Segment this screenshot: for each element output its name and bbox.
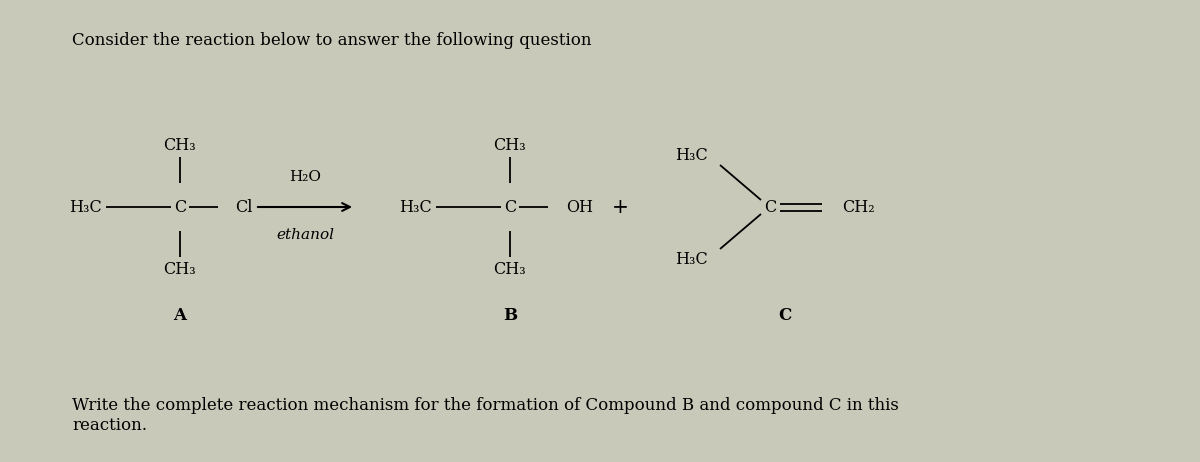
Text: A: A (174, 306, 186, 323)
Text: CH₃: CH₃ (163, 261, 197, 278)
Text: B: B (503, 306, 517, 323)
Text: H₃C: H₃C (676, 146, 708, 164)
Text: Consider the reaction below to answer the following question: Consider the reaction below to answer th… (72, 32, 592, 49)
Text: Write the complete reaction mechanism for the formation of Compound B and compou: Write the complete reaction mechanism fo… (72, 397, 899, 434)
Text: CH₂: CH₂ (842, 199, 875, 215)
Text: +: + (612, 197, 629, 217)
Text: ethanol: ethanol (276, 228, 334, 242)
Text: H₃C: H₃C (676, 250, 708, 267)
Text: C: C (504, 199, 516, 215)
Text: H₃C: H₃C (70, 199, 102, 215)
Text: H₂O: H₂O (289, 170, 322, 184)
Text: C: C (174, 199, 186, 215)
Text: H₃C: H₃C (400, 199, 432, 215)
Text: CH₃: CH₃ (493, 136, 527, 153)
Text: Cl: Cl (235, 199, 252, 215)
Text: C: C (779, 306, 792, 323)
Text: OH: OH (566, 199, 593, 215)
Text: CH₃: CH₃ (493, 261, 527, 278)
Text: C: C (764, 199, 776, 215)
Text: CH₃: CH₃ (163, 136, 197, 153)
